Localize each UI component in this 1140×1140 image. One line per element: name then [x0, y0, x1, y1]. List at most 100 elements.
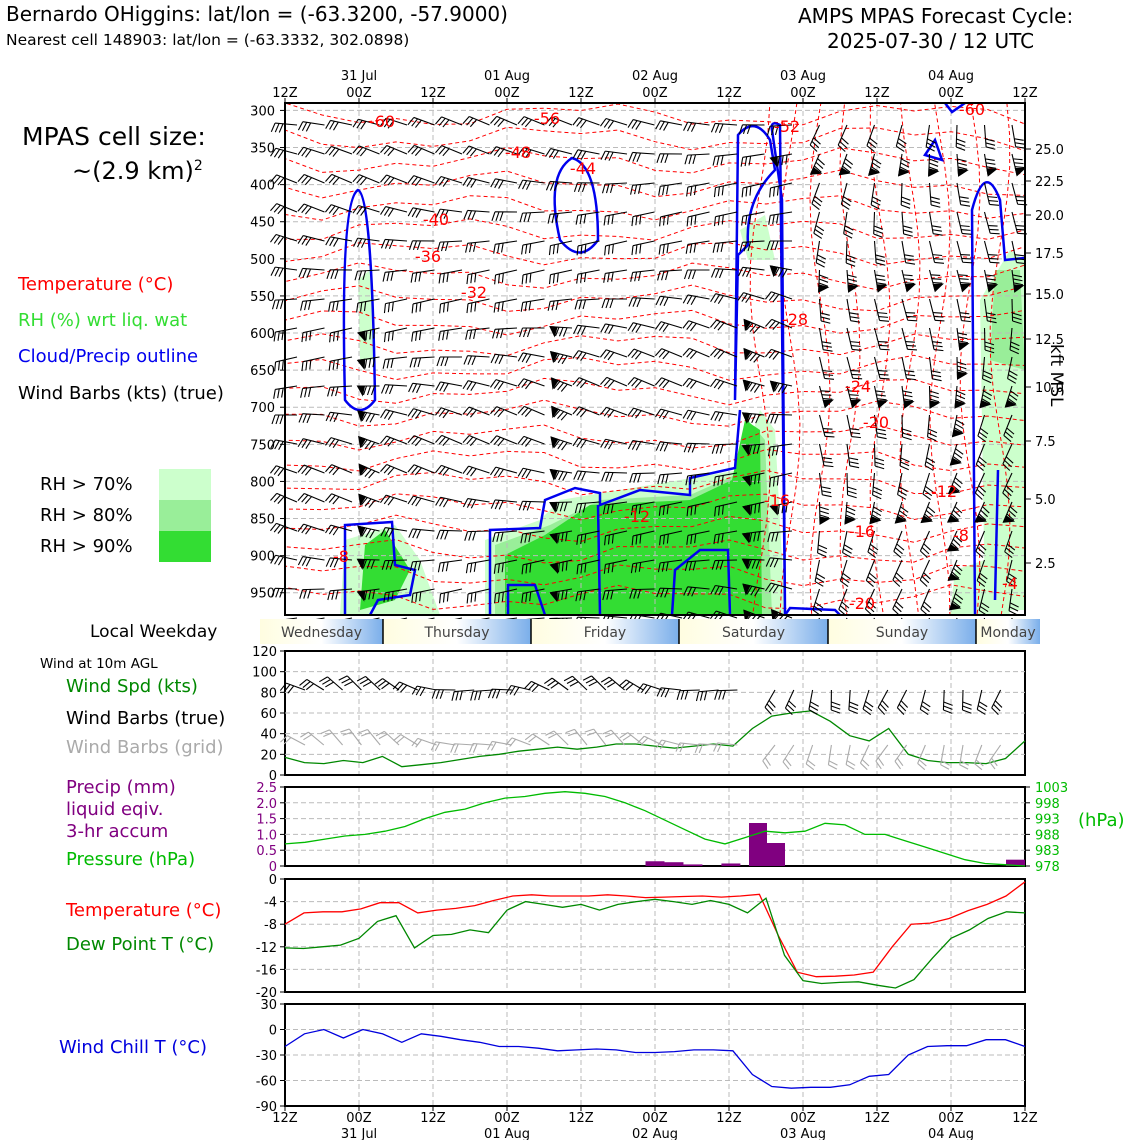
wind-barb: [358, 493, 380, 508]
wind-barb: [492, 327, 518, 339]
true-wind-barb: [991, 689, 1003, 715]
wind-barb: [549, 530, 573, 545]
wind-barb: [270, 492, 298, 505]
wind-y-label: 40: [260, 728, 277, 743]
wind-barb: [325, 437, 353, 449]
wind-barb: [408, 528, 435, 539]
wind-barb: [383, 327, 408, 343]
wind-barb: [927, 414, 938, 442]
pressure-tick-label: 750: [250, 438, 275, 453]
wind-barb: [517, 146, 545, 158]
top-time-label: 12Z: [272, 86, 298, 101]
wind-barb: [602, 501, 628, 515]
pressure-tick-label: 850: [250, 513, 275, 528]
wind-barb: [380, 463, 408, 476]
wind-barb: [1004, 530, 1016, 559]
wind-barb: [893, 530, 905, 558]
wind-barb: [463, 209, 490, 221]
wind-barb: [297, 235, 325, 246]
wind-barb: [297, 121, 325, 132]
wind-barb: [436, 356, 463, 367]
wind-barb: [658, 182, 683, 196]
wind-barb: [550, 436, 573, 451]
wind-barb: [600, 323, 628, 334]
top-date-label: 03 Aug: [780, 69, 826, 84]
wind-barb: [627, 440, 655, 451]
true-wind-barb: [524, 680, 550, 693]
temperature-contour-label: -4: [1002, 574, 1018, 593]
temperature-contour: [779, 102, 801, 616]
precip-y-label: 0: [269, 860, 277, 875]
wind-barb: [273, 327, 298, 342]
wind-barb: [899, 443, 910, 471]
wind-barb: [490, 115, 518, 128]
wind-barb: [301, 327, 325, 343]
wind-barb: [709, 378, 738, 390]
wind-barb: [325, 236, 353, 247]
grid-wind-barb: [713, 742, 738, 753]
wind-barb: [274, 356, 298, 372]
wind-barb: [975, 443, 987, 471]
wind-barb: [873, 298, 890, 322]
wind-barb: [356, 385, 380, 397]
wind-barb: [325, 464, 353, 476]
wind-barb: [977, 414, 989, 442]
top-time-label: 00Z: [642, 86, 668, 101]
wind-barb: [490, 178, 518, 189]
wind-barb: [628, 151, 655, 163]
grid-wind-barb: [450, 743, 475, 754]
wind-barb: [873, 414, 887, 440]
wind-barb: [686, 211, 710, 227]
legend-temperature: Temperature (°C): [18, 274, 174, 295]
pressure-tick-label: 988: [1035, 828, 1060, 843]
top-time-label: 00Z: [938, 86, 964, 101]
rh-region: [505, 420, 762, 615]
wind-barb: [765, 348, 793, 360]
temperature-contour-label: -12: [931, 482, 957, 501]
wind-barb: [948, 588, 964, 611]
wind-barb: [631, 240, 655, 256]
wind-barb: [518, 327, 545, 338]
wind-barbs-grid-legend: Wind Barbs (grid): [66, 737, 224, 758]
top-time-label: 12Z: [420, 86, 446, 101]
wind-barb: [710, 319, 738, 331]
wind-barb: [466, 298, 490, 314]
wind-barb: [946, 530, 963, 552]
temperature-contour-label: -52: [774, 117, 800, 136]
wind-barb: [895, 124, 907, 152]
wind-barb: [270, 266, 298, 277]
wind-barb: [925, 124, 937, 152]
wind-barb: [381, 559, 408, 570]
wind-barb: [572, 350, 600, 362]
precip-bar: [664, 862, 684, 866]
pressure-tick-label: 900: [250, 550, 275, 565]
rh-region: [990, 270, 1025, 370]
wind-barb: [328, 356, 353, 371]
wind-barb: [271, 587, 298, 598]
true-wind-barb: [451, 689, 475, 701]
temperature-contour-label: -20: [849, 594, 875, 613]
wind-barb: [955, 124, 966, 151]
pressure-tick-label: 1003: [1035, 781, 1068, 796]
wind-barb: [462, 434, 490, 447]
temperature-contour-label: -28: [782, 310, 808, 329]
kft-tick-label: 20.0: [1035, 209, 1064, 224]
wind-barb: [947, 501, 963, 523]
wind-barb: [767, 530, 793, 543]
true-wind-barb: [714, 689, 738, 700]
wind-barb: [947, 472, 963, 495]
pressure-tick-label: 350: [250, 142, 275, 157]
pressure-line: [284, 791, 1026, 867]
wind-barb: [604, 240, 628, 256]
precip-legend-3: 3-hr accum: [66, 821, 169, 842]
wind-barb: [956, 153, 969, 177]
wind-barb: [407, 464, 435, 476]
grid-wind-barb: [375, 730, 400, 746]
wind-barb: [682, 347, 710, 360]
wind-barb: [686, 501, 710, 517]
wind-barb: [380, 238, 408, 250]
wind-barb: [545, 148, 573, 159]
wind-barb: [436, 529, 463, 540]
wind-barb: [324, 145, 353, 157]
wind-barb: [657, 269, 683, 281]
